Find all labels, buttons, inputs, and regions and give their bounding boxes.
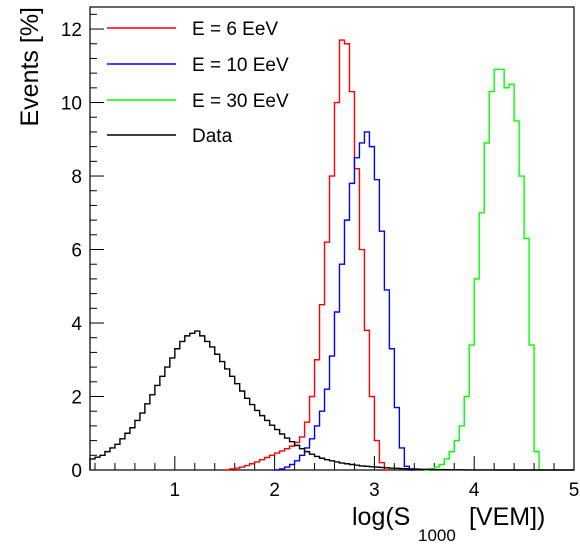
- y-tick-label: 4: [71, 314, 82, 335]
- x-axis-title: log(S 1000 [VEM]): [352, 503, 545, 545]
- x-tick-label: 4: [469, 480, 480, 501]
- x-axis-title-tail: [VEM]): [462, 503, 545, 531]
- plot-frame: [89, 6, 575, 471]
- y-tick-label: 2: [71, 388, 82, 409]
- x-tick-label: 5: [569, 480, 580, 501]
- legend: E = 6 EeV E = 10 EeV E = 30 EeV Data: [107, 19, 289, 147]
- y-tick-label: 0: [71, 461, 82, 482]
- axis-ticks: [90, 13, 575, 471]
- histogram-series: [89, 39, 574, 471]
- x-axis-title-main: log(S: [352, 503, 410, 531]
- y-tick-label: 10: [61, 94, 82, 115]
- legend-label: E = 6 EeV: [192, 19, 278, 40]
- plot-frame-group: [89, 6, 575, 471]
- y-axis-title: Events [%]: [16, 7, 44, 127]
- x-axis-title-subscript: 1000: [418, 526, 456, 545]
- x-tick-label: 3: [369, 480, 380, 501]
- legend-label: Data: [192, 126, 233, 147]
- series-line-e-6-eev: [224, 39, 390, 471]
- series-line-data: [89, 330, 574, 471]
- y-tick-label: 8: [71, 167, 82, 188]
- legend-label: E = 30 EeV: [192, 91, 289, 112]
- legend-label: E = 10 EeV: [192, 55, 289, 76]
- x-tick-label: 2: [269, 480, 280, 501]
- x-tick-label: 1: [170, 480, 181, 501]
- y-tick-label: 6: [71, 241, 82, 262]
- series-line-e-30-eev: [424, 68, 545, 471]
- series-line-e-10-eev: [274, 131, 415, 471]
- y-tick-label: 12: [61, 20, 82, 41]
